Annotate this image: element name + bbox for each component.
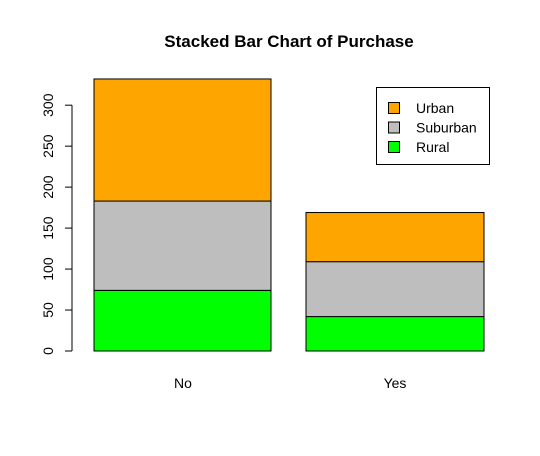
- x-axis-labels: No Yes: [174, 375, 406, 391]
- y-tick-label: 50: [40, 302, 56, 318]
- y-tick-label: 100: [40, 257, 56, 281]
- y-axis: 0 50 100 150 200 250 300: [40, 93, 73, 355]
- bars-group: [93, 78, 485, 352]
- legend-swatch-rural: [388, 141, 400, 153]
- bar-segment-suburban-no: [93, 200, 272, 291]
- bar-segment-urban-yes: [305, 212, 485, 263]
- bar-segment-rural-yes: [305, 316, 485, 352]
- y-tick-label: 150: [40, 216, 56, 240]
- y-tick-label: 300: [40, 93, 56, 117]
- bar-segment-suburban-yes: [305, 261, 485, 318]
- bar-segment-urban-no: [93, 78, 272, 202]
- legend-label-urban: Urban: [416, 100, 454, 116]
- legend-label-suburban: Suburban: [416, 120, 477, 136]
- y-tick-label: 0: [40, 347, 56, 355]
- chart-title: Stacked Bar Chart of Purchase: [164, 32, 413, 51]
- x-tick-label: Yes: [384, 375, 407, 391]
- bar-segment-rural-no: [93, 289, 272, 352]
- y-tick-label: 250: [40, 134, 56, 158]
- legend-swatch-suburban: [388, 121, 400, 134]
- y-tick-label: 200: [40, 175, 56, 199]
- legend-swatch-urban: [388, 102, 400, 114]
- legend: Urban Suburban Rural: [376, 87, 490, 165]
- x-tick-label: No: [174, 375, 192, 391]
- legend-label-rural: Rural: [416, 139, 449, 155]
